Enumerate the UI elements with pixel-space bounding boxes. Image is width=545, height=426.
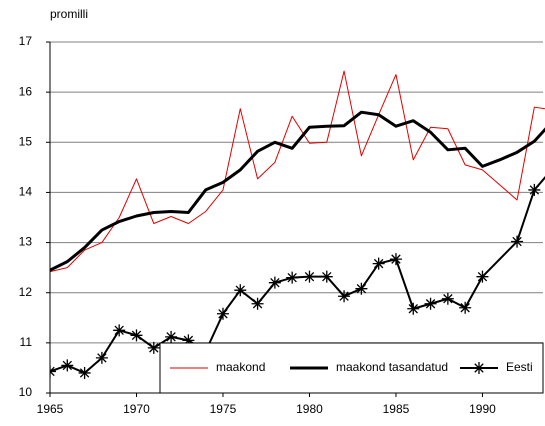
point-marker	[389, 253, 402, 266]
point-marker	[130, 329, 143, 342]
x-tick-label: 1970	[123, 402, 150, 416]
point-marker	[165, 330, 178, 343]
point-marker	[268, 276, 281, 289]
point-marker	[476, 270, 489, 283]
point-marker	[251, 297, 264, 310]
y-tick-label: 12	[19, 285, 33, 299]
point-marker	[182, 334, 195, 347]
x-tick-label: 1975	[210, 402, 237, 416]
point-marker	[528, 183, 541, 196]
point-marker	[511, 235, 524, 248]
legend-label: maakond	[216, 360, 265, 374]
point-marker	[147, 341, 160, 354]
point-marker	[441, 292, 454, 305]
point-marker	[216, 307, 229, 320]
point-marker	[78, 366, 91, 379]
legend-marker	[473, 362, 485, 374]
point-marker	[320, 270, 333, 283]
point-marker	[303, 270, 316, 283]
plot	[50, 70, 545, 379]
y-axis-label: promilli	[50, 7, 88, 21]
y-tick-label: 16	[19, 84, 33, 98]
x-tick-label: 1980	[296, 402, 323, 416]
point-marker	[424, 297, 437, 310]
legend-label: maakond tasandatud	[336, 360, 448, 374]
legend-label: Eesti	[506, 360, 533, 374]
point-marker	[407, 302, 420, 315]
y-tick-label: 13	[19, 235, 33, 249]
series-line	[50, 70, 545, 273]
point-marker	[338, 290, 351, 303]
y-tick-label: 15	[19, 134, 33, 148]
x-tick-label: 1965	[37, 402, 64, 416]
x-tick-label: 1985	[383, 402, 410, 416]
point-marker	[355, 282, 368, 295]
grid	[50, 41, 543, 394]
point-marker	[95, 351, 108, 364]
point-marker	[113, 324, 126, 337]
point-marker	[234, 284, 247, 297]
point-marker	[459, 301, 472, 314]
x-tick-label: 1990	[469, 402, 496, 416]
y-tick-label: 17	[19, 34, 33, 48]
series-line	[50, 110, 545, 272]
point-marker	[372, 257, 385, 270]
y-tick-label: 10	[19, 385, 33, 399]
point-marker	[286, 271, 299, 284]
y-tick-label: 11	[20, 335, 33, 349]
point-marker	[61, 359, 74, 372]
y-tick-label: 14	[19, 185, 33, 199]
legend: maakond maakond tasandatud Eesti	[159, 342, 544, 394]
